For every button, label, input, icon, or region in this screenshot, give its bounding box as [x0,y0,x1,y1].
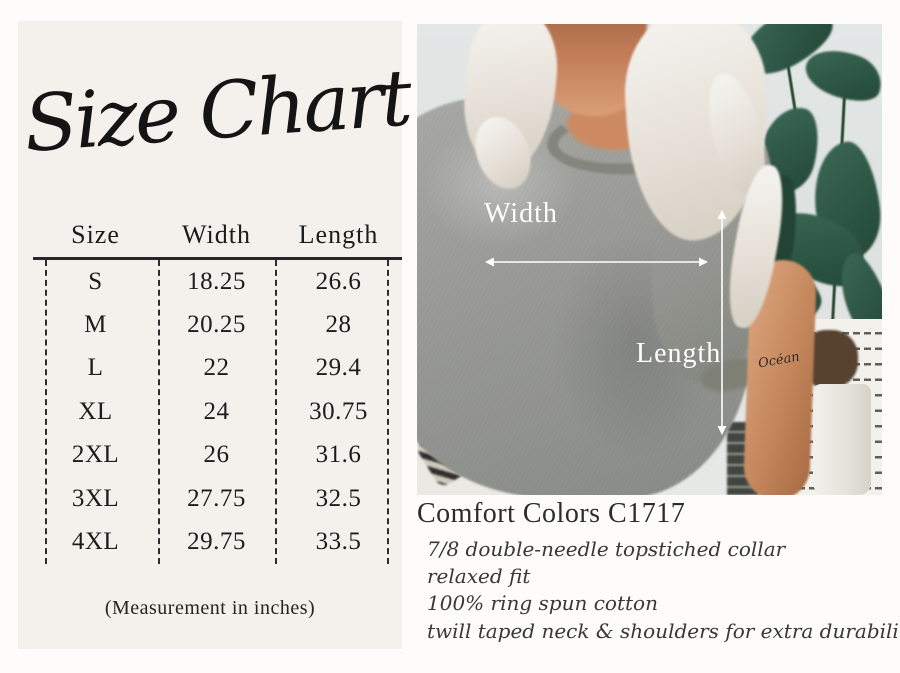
table-row: XL 24 30.75 [33,390,402,433]
length-cell: 30.75 [309,397,368,425]
width-label: Width [484,198,558,229]
product-details: 7/8 double-needle topstiched collar rela… [427,536,900,645]
length-cell: 33.5 [315,528,362,556]
product-name: Comfort Colors C1717 [417,498,686,529]
size-cell: L [87,354,104,382]
length-cell: 32.5 [315,484,362,512]
table-row: 2XL 26 31.6 [33,434,402,477]
size-cell: S [88,267,103,295]
table-row: M 20.25 28 [33,303,402,346]
length-cell: 29.4 [315,354,362,382]
table-header-row: Size Width Length [33,213,402,260]
length-cell: 28 [325,311,352,339]
col-header-width: Width [182,220,251,249]
table-body: S 18.25 26.6 M 20.25 28 L 22 29.4 XL 24 … [33,260,402,564]
size-table: Size Width Length S 18.25 26.6 M 20.25 2… [33,213,402,564]
length-label: Length [636,338,721,369]
width-cell: 26 [203,441,230,469]
length-cell: 26.6 [315,267,362,295]
size-cell: 3XL [71,484,120,512]
col-header-length: Length [298,220,379,249]
size-chart-card: Size Chart Size Width Length S 18.25 26.… [18,21,412,649]
table-column-divider [275,260,277,564]
measurement-overlay: Width Length [484,198,727,435]
width-cell: 27.75 [187,484,246,512]
col-header-size: Size [71,220,120,249]
table-row: L 22 29.4 [33,347,402,390]
size-cell: M [84,311,107,339]
detail-line: 100% ring spun cotton [427,591,658,616]
detail-line: relaxed fit [427,564,531,589]
size-cell: 4XL [71,528,120,556]
product-info: Comfort Colors C1717 7/8 double-needle t… [417,498,900,645]
detail-line: twill taped neck & shoulders for extra d… [427,618,900,643]
table-row: 3XL 27.75 32.5 [33,477,402,520]
width-cell: 29.75 [187,528,246,556]
table-row: S 18.25 26.6 [33,260,402,303]
width-cell: 18.25 [187,267,246,295]
table-column-divider [45,260,47,564]
size-cell: 2XL [71,441,120,469]
size-cell: XL [78,397,113,425]
plant-pot [813,384,871,495]
detail-line: 7/8 double-needle topstiched collar [427,537,786,561]
table-row: 4XL 29.75 33.5 [33,520,402,563]
table-column-divider [387,260,389,564]
length-cell: 31.6 [315,441,362,469]
page-title: Size Chart [21,53,413,171]
table-column-divider [158,260,160,564]
width-cell: 22 [203,354,230,382]
width-cell: 20.25 [187,311,246,339]
product-photo: Océan Width Length [417,24,882,495]
measurement-note: (Measurement in inches) [104,597,316,619]
width-cell: 24 [203,397,230,425]
